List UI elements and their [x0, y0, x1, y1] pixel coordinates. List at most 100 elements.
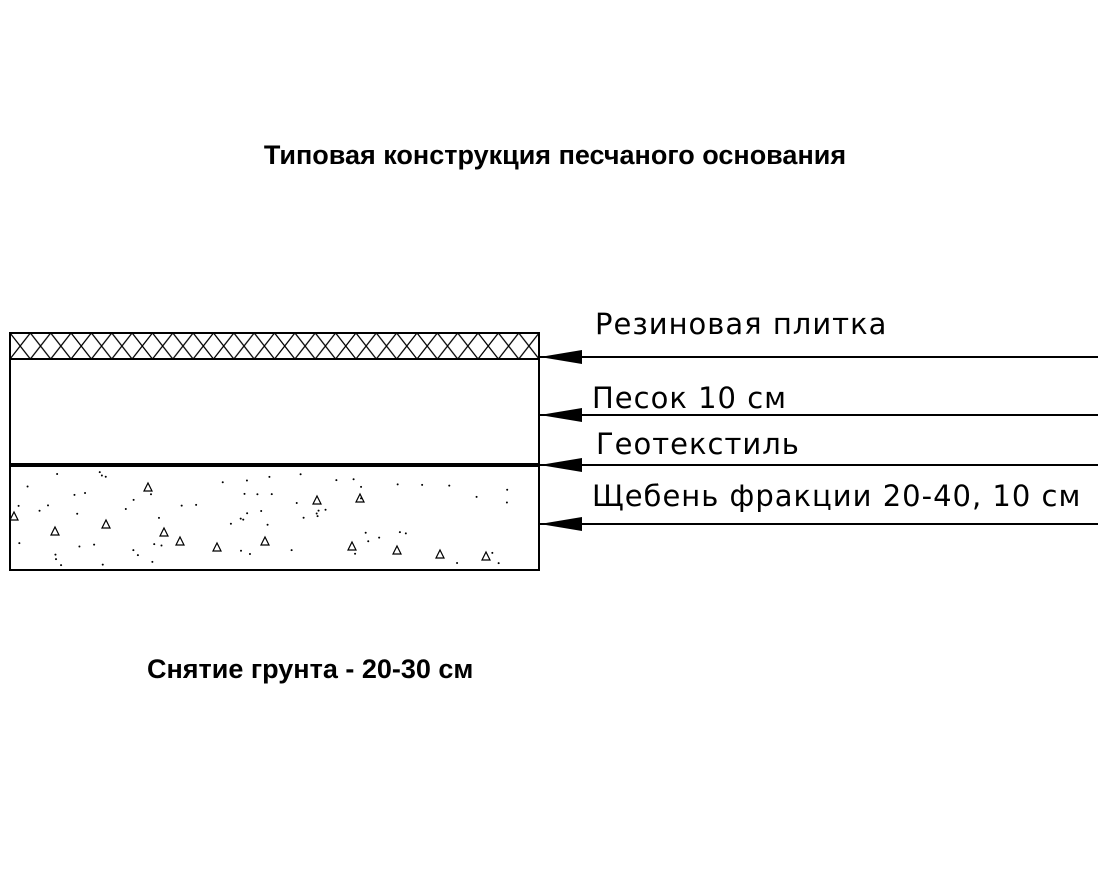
- gravel-dot: [448, 484, 451, 487]
- gravel-stone: [101, 518, 111, 529]
- leader-rubber-tile: [540, 350, 1098, 364]
- gravel-dot: [26, 485, 29, 488]
- gravel-dot: [324, 508, 327, 511]
- gravel-layer: [9, 464, 540, 571]
- gravel-dot: [132, 498, 135, 501]
- gravel-dot: [299, 473, 302, 476]
- gravel-dot: [290, 549, 293, 552]
- gravel-dot: [104, 475, 107, 478]
- gravel-stone: [212, 541, 222, 552]
- diagram-title: Типовая конструкция песчаного основания: [263, 140, 847, 170]
- arrow-icon: [540, 408, 582, 422]
- gravel-dot: [398, 531, 401, 534]
- gravel-dot: [221, 481, 224, 484]
- sand-layer: [9, 358, 540, 466]
- gravel-dot: [100, 474, 103, 477]
- gravel-dot: [239, 517, 242, 520]
- gravel-dot: [270, 493, 273, 496]
- gravel-dot: [475, 495, 478, 498]
- gravel-fill-marks: [9, 471, 509, 567]
- gravel-dot: [124, 507, 127, 510]
- gravel-dot: [76, 512, 79, 515]
- gravel-dot: [73, 493, 76, 496]
- label-gravel: Щебень фракции 20-40, 10 см: [592, 479, 1081, 513]
- gravel-dot: [302, 516, 305, 519]
- gravel-dot: [84, 492, 87, 495]
- gravel-dot: [242, 518, 245, 521]
- gravel-dot: [229, 522, 232, 525]
- gravel-dot: [506, 488, 509, 491]
- gravel-dot: [260, 509, 263, 512]
- gravel-dot: [316, 515, 319, 518]
- gravel-dot: [240, 549, 243, 552]
- gravel-dot: [360, 497, 363, 500]
- gravel-dot: [456, 562, 459, 565]
- gravel-stone: [312, 494, 322, 505]
- gravel-dot: [295, 502, 298, 505]
- gravel-dot: [78, 545, 81, 548]
- gravel-stone: [143, 481, 153, 492]
- gravel-dot: [248, 552, 251, 555]
- gravel-stone: [159, 526, 169, 537]
- gravel-stone: [347, 540, 357, 551]
- gravel-dot: [268, 475, 271, 478]
- gravel-dot: [17, 504, 20, 507]
- gravel-dot: [352, 478, 355, 481]
- gravel-dot: [421, 483, 424, 486]
- gravel-dot: [378, 536, 381, 539]
- gravel-dot: [245, 479, 248, 482]
- gravel-stone: [9, 510, 19, 521]
- gravel-dot: [93, 543, 96, 546]
- leader-sand: [540, 408, 1098, 422]
- gravel-dot: [266, 523, 269, 526]
- gravel-dot: [491, 551, 494, 554]
- gravel-dot: [54, 553, 57, 556]
- gravel-dot: [132, 549, 135, 552]
- gravel-dot: [354, 552, 357, 555]
- soil-removal-note: Снятие грунта - 20-30 см: [147, 654, 474, 684]
- gravel-stone: [355, 492, 365, 503]
- gravel-dot: [38, 509, 41, 512]
- gravel-dot: [497, 562, 500, 565]
- gravel-dot: [367, 540, 370, 543]
- gravel-dot: [56, 472, 59, 475]
- gravel-dot: [364, 531, 367, 534]
- gravel-dot: [47, 504, 50, 507]
- gravel-stone: [175, 535, 185, 546]
- gravel-dot: [101, 563, 104, 566]
- gravel-dot: [317, 509, 320, 512]
- gravel-dot: [256, 493, 259, 496]
- gravel-stone: [392, 544, 402, 555]
- gravel-dot: [246, 512, 249, 515]
- gravel-dot: [360, 485, 363, 488]
- gravel-dot: [136, 554, 139, 557]
- gravel-dot: [243, 492, 246, 495]
- gravel-stone: [481, 550, 491, 561]
- gravel-dot: [396, 483, 399, 486]
- label-geotextile: Геотекстиль: [596, 427, 800, 461]
- gravel-dot: [404, 532, 407, 535]
- gravel-dot: [149, 493, 152, 496]
- arrow-icon: [540, 458, 582, 472]
- arrow-icon: [540, 517, 582, 531]
- gravel-dot: [55, 558, 58, 561]
- gravel-dot: [18, 542, 21, 545]
- gravel-dot: [160, 544, 163, 547]
- gravel-dot: [60, 564, 63, 567]
- gravel-stone: [260, 535, 270, 546]
- gravel-dot: [195, 503, 198, 506]
- gravel-dot: [505, 501, 508, 504]
- rubber-tile-layer: [9, 332, 540, 360]
- gravel-stone: [435, 548, 445, 559]
- gravel-dot: [335, 479, 338, 482]
- leader-gravel: [540, 517, 1098, 531]
- label-sand: Песок 10 см: [592, 381, 787, 415]
- gravel-dot: [315, 512, 318, 515]
- gravel-dot: [153, 543, 156, 546]
- gravel-stone: [50, 525, 60, 536]
- arrow-icon: [540, 350, 582, 364]
- gravel-dot: [151, 560, 154, 563]
- gravel-dot: [157, 516, 160, 519]
- gravel-dot: [180, 504, 183, 507]
